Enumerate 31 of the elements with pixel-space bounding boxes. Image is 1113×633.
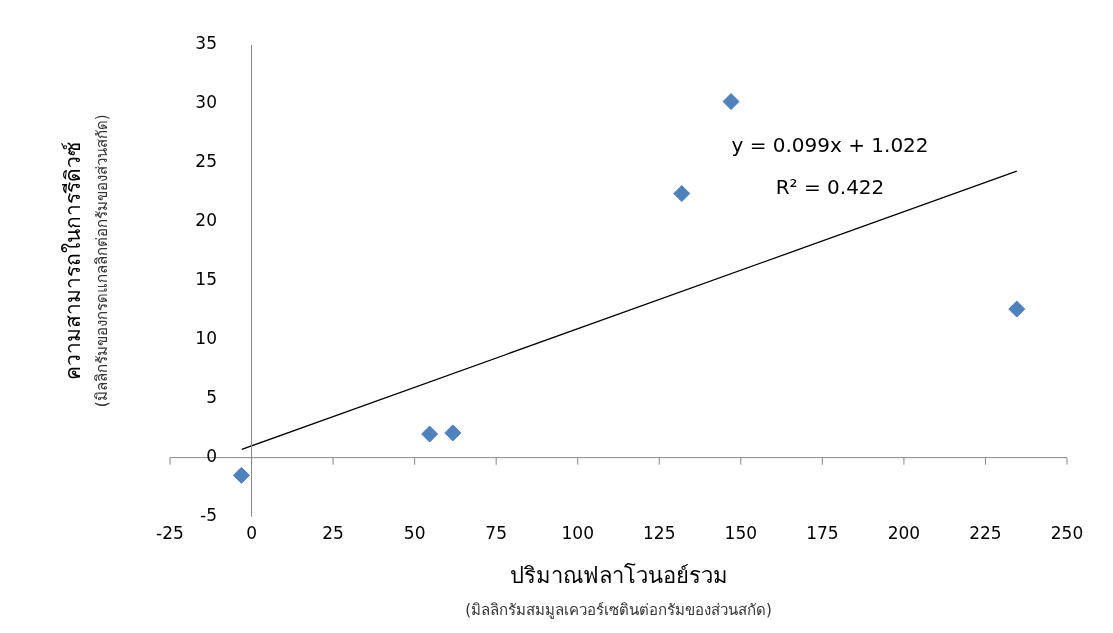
point	[673, 185, 691, 203]
x-tick-label: 225	[969, 523, 1002, 544]
y-tick-label: 25	[195, 151, 217, 172]
x-tick-label: 75	[485, 523, 507, 544]
x-tick-label: 175	[806, 523, 839, 544]
x-tick-label: 150	[724, 523, 758, 544]
y-tick-label: 35	[195, 33, 217, 54]
x-tick-label: 100	[561, 523, 594, 544]
x-tick-label: 125	[643, 523, 676, 544]
x-tick-label: 25	[322, 523, 344, 544]
y-axis-title: ความสามารถในการรีดิวซ์ (มิลลิกรัมของกรดแกลลิกต่อกรัมของส่วนสกัด)	[61, 114, 111, 408]
point	[444, 424, 462, 442]
y-tick-label: 15	[195, 269, 217, 290]
y-tick-label: -5	[200, 505, 217, 526]
y-tick-label: 0	[206, 446, 217, 467]
x-tick-label: 50	[403, 523, 426, 544]
x-tick-label: 250	[1050, 523, 1084, 544]
point	[722, 93, 740, 111]
point	[1008, 300, 1026, 318]
x-axis-title: ปริมาณฟลาโวนอย์รวม (มิลลิกรัมสมมูลเควอร์เซตินต่อกรัมของส่วนสกัด)	[465, 562, 772, 619]
annotation: y = 0.099x + 1.022	[731, 133, 929, 158]
point	[421, 425, 439, 443]
x-tick-label: 0	[246, 523, 257, 544]
y-tick-label: 10	[195, 328, 217, 349]
y-tick-label: 30	[195, 92, 217, 113]
x-tick-label: 200	[887, 523, 921, 544]
y-tick-label: 5	[206, 387, 217, 408]
annotation: R² = 0.422	[775, 175, 885, 200]
point	[232, 466, 250, 484]
x-tick-label: -25	[156, 523, 184, 544]
y-tick-label: 20	[195, 210, 217, 231]
